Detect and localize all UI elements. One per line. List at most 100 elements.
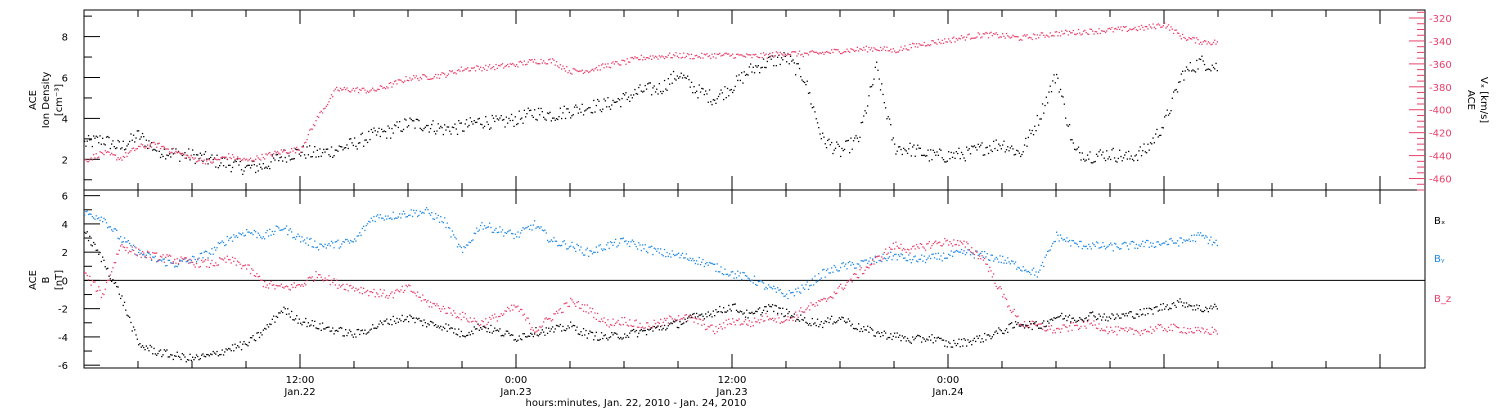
- velocity-point: [496, 67, 498, 69]
- bz-point: [1072, 321, 1074, 324]
- bx-point: [207, 354, 209, 356]
- bz-point: [1000, 288, 1002, 290]
- velocity-point: [846, 48, 848, 50]
- by-point: [1165, 240, 1167, 242]
- bx-point: [1135, 313, 1137, 315]
- by-point: [580, 246, 582, 248]
- bz-point: [627, 325, 630, 327]
- bz-point: [840, 283, 842, 285]
- density-point: [554, 119, 556, 121]
- velocity-point: [324, 107, 326, 109]
- bx-point: [770, 306, 772, 308]
- by-point: [359, 232, 361, 234]
- bz-point: [879, 259, 882, 261]
- velocity-point: [1175, 29, 1177, 31]
- by-point: [274, 230, 276, 233]
- bx-point: [1002, 332, 1004, 334]
- by-point: [165, 265, 167, 267]
- by-point: [392, 211, 394, 213]
- velocity-point: [1045, 34, 1047, 36]
- bz-point: [411, 291, 414, 293]
- bz-point: [991, 276, 993, 278]
- bz-point: [1157, 323, 1159, 326]
- velocity-point: [930, 44, 932, 46]
- velocity-point: [183, 153, 185, 155]
- bx-point: [652, 330, 654, 332]
- bx-point: [788, 311, 790, 313]
- by-point: [654, 248, 657, 250]
- bx-point: [1029, 320, 1031, 323]
- density-point: [780, 57, 783, 59]
- bz-point: [318, 274, 320, 276]
- density-point: [202, 160, 204, 162]
- density-point: [1020, 155, 1022, 158]
- bz-point: [696, 318, 698, 320]
- bx-point: [504, 333, 506, 335]
- velocity-point: [469, 70, 471, 72]
- bx-point: [975, 340, 977, 343]
- velocity-point: [741, 54, 743, 56]
- density-point: [1003, 140, 1005, 142]
- by-point: [456, 246, 459, 248]
- density-point: [408, 125, 410, 127]
- by-point: [176, 265, 178, 268]
- bx-point: [1197, 307, 1199, 310]
- bx-point: [408, 321, 410, 323]
- velocity-point: [462, 70, 464, 72]
- velocity-point: [918, 43, 920, 45]
- density-point: [127, 143, 129, 145]
- x-tick-date: Jan.23: [715, 387, 747, 398]
- velocity-point: [474, 70, 477, 72]
- by-point: [1095, 241, 1098, 243]
- by-point: [357, 235, 360, 237]
- velocity-point: [148, 147, 150, 149]
- by-point: [374, 220, 376, 223]
- by-point: [1161, 243, 1163, 245]
- bx-point: [445, 323, 447, 325]
- bx-point: [360, 330, 362, 332]
- bz-point: [522, 314, 524, 316]
- bz-point: [681, 318, 684, 320]
- density-point: [800, 76, 802, 78]
- bx-point: [738, 311, 740, 314]
- bz-point: [558, 309, 560, 311]
- density-point: [285, 161, 288, 163]
- density-point: [762, 58, 765, 60]
- by-point: [1203, 237, 1206, 239]
- density-point: [500, 115, 502, 117]
- by-point: [906, 260, 909, 262]
- density-point: [238, 164, 240, 166]
- bz-point: [1023, 321, 1026, 323]
- bz-point: [699, 318, 702, 321]
- bz-point: [692, 317, 694, 319]
- density-point: [696, 90, 698, 92]
- by-point: [341, 243, 343, 245]
- density-point: [198, 158, 200, 160]
- bz-point: [847, 280, 849, 282]
- bx-point: [822, 326, 824, 329]
- bz-point: [396, 288, 398, 291]
- bz-point: [639, 322, 641, 325]
- bottom-ytick-label: -2: [58, 305, 68, 316]
- by-point: [890, 251, 892, 253]
- density-point: [548, 112, 550, 115]
- bz-point: [285, 285, 288, 287]
- velocity-point: [624, 60, 626, 62]
- bz-point: [1173, 323, 1175, 325]
- by-point: [1027, 270, 1029, 273]
- velocity-point: [368, 91, 370, 93]
- bx-point: [1205, 306, 1207, 308]
- velocity-point: [951, 37, 954, 39]
- velocity-point: [827, 51, 829, 53]
- bz-point: [750, 325, 752, 328]
- by-point: [85, 211, 87, 213]
- velocity-point: [179, 152, 181, 154]
- bx-point: [1156, 306, 1158, 308]
- density-point: [1174, 89, 1176, 91]
- velocity-point: [949, 40, 951, 42]
- by-point: [1048, 250, 1050, 252]
- bx-point: [1121, 313, 1123, 315]
- density-point: [973, 145, 975, 147]
- by-point: [400, 217, 402, 219]
- velocity-point: [122, 155, 124, 158]
